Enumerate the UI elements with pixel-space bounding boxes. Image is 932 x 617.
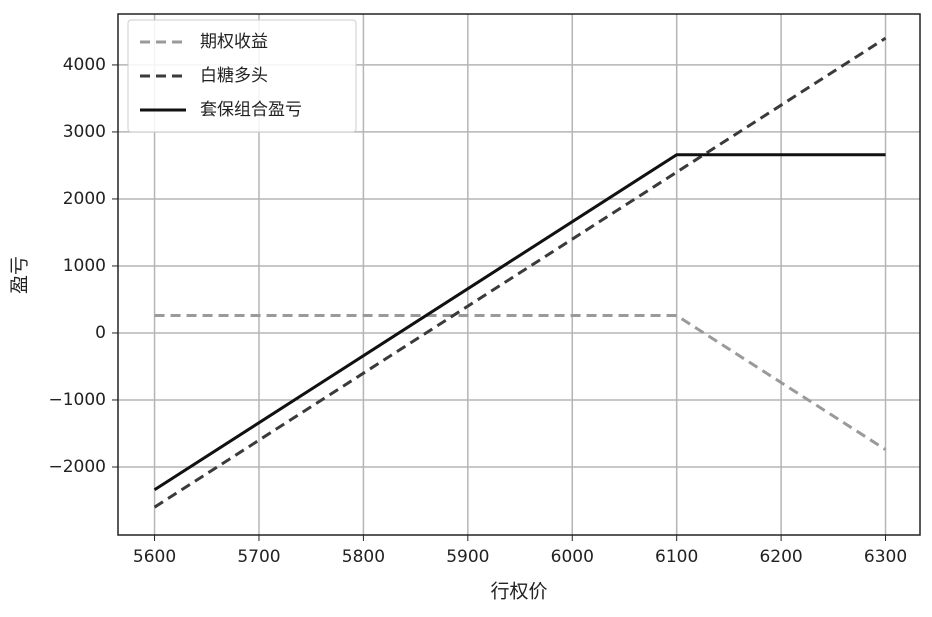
y-tick-label: 1000: [63, 256, 106, 276]
series-line: [153, 36, 887, 509]
legend-label: 白糖多头: [200, 66, 268, 86]
legend-label: 期权收益: [200, 32, 268, 52]
legend-label: 套保组合盈亏: [200, 100, 302, 120]
series-line: [153, 153, 886, 492]
y-axis-label: 盈亏: [9, 256, 31, 294]
x-tick-label: 5900: [446, 547, 489, 567]
x-axis-label: 行权价: [490, 581, 547, 603]
y-tick-label: −2000: [48, 457, 106, 477]
y-tick-label: 2000: [63, 189, 106, 209]
x-tick-label: 6300: [864, 547, 907, 567]
y-tick-label: 3000: [63, 122, 106, 142]
x-tick-label: 5800: [342, 547, 385, 567]
x-tick-label: 5700: [237, 547, 280, 567]
x-tick-label: 6100: [655, 547, 698, 567]
legend-box: [127, 19, 357, 133]
y-tick-label: 4000: [63, 55, 106, 75]
x-tick-label: 6200: [759, 547, 802, 567]
x-tick-label: 5600: [133, 547, 176, 567]
y-tick-label: 0: [95, 323, 106, 343]
x-tick-label: 6000: [551, 547, 594, 567]
y-tick-label: −1000: [48, 390, 106, 410]
plot-frame: [117, 13, 921, 536]
series-line: [154, 314, 887, 451]
